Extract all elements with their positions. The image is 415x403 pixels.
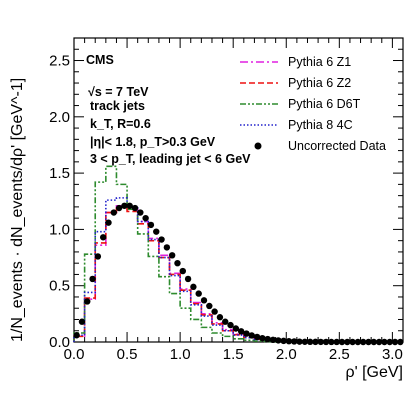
data-point [105,219,112,226]
data-point [391,338,399,346]
data-point [317,338,324,346]
x-axis-title: ρ' [GeV] [345,364,403,381]
data-point [381,338,388,346]
y-tick-label: 1.5 [49,165,70,182]
legend-marker-uncorrected-data [254,142,262,150]
data-point [195,290,202,297]
y-tick-label: 1.0 [49,221,70,238]
annotation-pt-range: 3 < p_T, leading jet < 6 GeV [90,152,251,166]
data-point [354,338,362,346]
data-point [73,332,80,339]
legend-label-pythia-6-z1: Pythia 6 Z1 [288,55,351,69]
data-point [253,333,261,341]
data-point [115,204,123,212]
data-point [78,318,86,325]
data-point [269,336,277,344]
data-point [158,236,165,243]
data-point [227,321,234,329]
data-point [248,332,255,339]
data-point [344,338,351,346]
y-tick-label: 2.0 [49,109,70,126]
legend-label-pythia-6-z2: Pythia 6 Z2 [288,76,351,90]
data-point [137,209,144,216]
data-point [84,298,91,305]
data-point [243,330,250,337]
data-point [131,204,139,212]
annotation-experiment: CMS [86,53,114,67]
annotation-eta-cut: |η|< 1.8, p_T>0.3 GeV [90,135,216,149]
axis-tick-labels: 0.0 0.5 1.0 1.5 2.0 2.5 3.0 0.0 0.5 1.0 1.5 2.0 2.5 [49,53,403,363]
x-tick-label: 2.0 [276,346,297,363]
data-point [184,275,192,283]
legend: Pythia 6 Z1 Pythia 6 Z2 Pythia 6 D6T Pythia… [240,55,386,153]
data-point [328,338,335,346]
data-point [349,338,356,346]
data-point [142,214,149,222]
data-point [206,302,213,310]
data-point [306,338,314,346]
data-point [89,275,96,283]
data-point [126,202,133,209]
legend-label-uncorrected-data: Uncorrected Data [288,139,386,153]
data-point [280,337,287,345]
data-point [153,228,160,235]
data-point [200,297,208,304]
x-tick-label: 0.0 [64,346,85,363]
legend-label-pythia-8-4c: Pythia 8 4C [288,118,353,132]
data-point [174,259,181,267]
data-point [99,234,107,241]
data-point [222,318,229,325]
data-point [216,314,224,321]
data-point [285,338,293,345]
data-point [375,338,383,346]
data-point [190,283,197,291]
series-line-pythia-6-d6t [73,165,298,343]
data-point [259,334,266,342]
data-point [397,338,404,346]
annotation-jets: track jets [90,99,145,113]
data-point [301,338,309,345]
data-point [275,337,282,344]
y-tick-label: 2.5 [49,53,70,70]
data-point [264,335,271,343]
data-point [360,338,367,346]
annotation-algorithm: k_T, R=0.6 [90,117,151,131]
data-point [237,328,245,335]
data-point [163,244,171,251]
legend-label-pythia-6-d6t: Pythia 6 D6T [288,97,361,111]
data-point [312,338,319,346]
data-point [386,338,393,346]
x-tick-label: 3.0 [382,346,403,363]
data-point [179,267,186,275]
data-point [147,221,155,229]
data-point [296,338,303,345]
x-tick-label: 2.5 [329,346,350,363]
data-point [121,202,128,209]
series-line-pythia-6-z1 [73,204,319,343]
data-point [370,338,378,346]
data-point [291,338,298,345]
y-tick-label: 0.0 [49,334,70,351]
data-point [211,308,218,315]
data-point [338,338,346,346]
data-point [322,338,330,346]
x-tick-label: 1.5 [223,346,244,363]
y-tick-label: 0.5 [49,278,70,295]
data-point [365,338,372,346]
plot-frame [73,37,404,343]
data-point [110,209,117,216]
data-point [333,338,340,346]
data-point [232,325,240,332]
x-tick-label: 0.5 [117,346,138,363]
annotation-block: CMS √s = 7 TeV track jets k_T, R=0.6 |η|… [86,53,251,166]
data-points [73,202,404,346]
data-point [168,252,176,259]
annotation-energy: √s = 7 TeV [88,85,149,99]
y-axis-title: 1/N_events · dN_events/dρ' [GeV^-1] [9,78,26,342]
x-tick-label: 1.0 [170,346,191,363]
data-point [94,253,102,260]
